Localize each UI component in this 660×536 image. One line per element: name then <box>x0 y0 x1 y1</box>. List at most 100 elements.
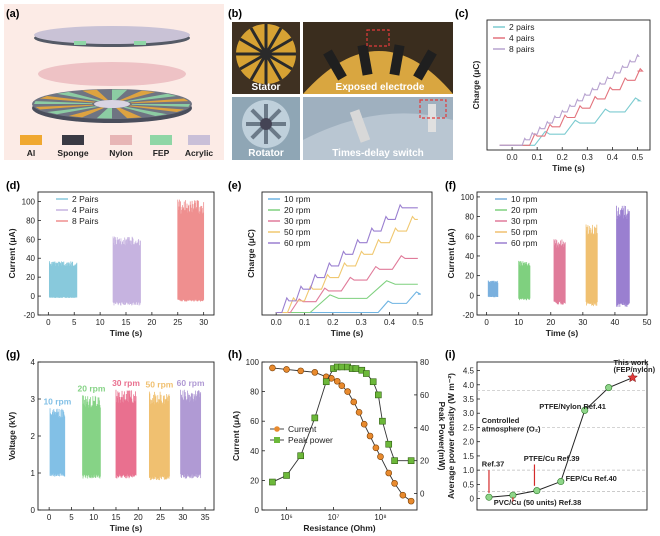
y-tick-label: 2.5 <box>463 423 475 432</box>
rotator-top-disk <box>34 26 190 44</box>
switch-blade <box>349 109 371 143</box>
x-axis-label: Time (s) <box>110 523 143 533</box>
series-line-2-pairs <box>499 97 642 146</box>
y-tick-label: 100 <box>22 197 36 206</box>
stator-spoke <box>264 27 283 55</box>
legend-label-sponge: Sponge <box>57 148 88 158</box>
stator-segment <box>126 93 177 102</box>
y-axis-label: Charge (μC) <box>471 61 481 110</box>
data-point <box>363 370 370 377</box>
signal-burst-20-rpm <box>82 395 101 479</box>
x-tick-label: 0.3 <box>356 318 368 327</box>
photo-exposed-electrode: Exposed electrode <box>303 22 453 94</box>
data-point <box>391 457 398 464</box>
y-tick-label: 100 <box>246 358 260 367</box>
annotation-label: (FEP/nylon) <box>613 365 655 374</box>
data-point <box>605 384 613 392</box>
x-tick-label: 0.2 <box>327 318 339 327</box>
photo-times-delay-switch: Times-delay switch <box>303 97 453 160</box>
annotation-label: This work <box>613 358 649 367</box>
photo-stator: Stator <box>232 22 300 94</box>
series-line-8-pairs <box>499 53 640 146</box>
x-tick-label: 0.0 <box>507 153 519 162</box>
y-axis-label: Average power density (W m⁻²) <box>446 373 456 499</box>
y-tick-label: 2.0 <box>463 438 475 447</box>
y-right-axis-label: Peak Power(mW) <box>437 402 447 471</box>
x-tick-label: 50 <box>643 318 652 327</box>
annotation-label: FEP/Cu Ref.40 <box>566 474 617 483</box>
stator-segment <box>112 89 128 101</box>
y-tick-label: 20 <box>26 273 35 282</box>
legend-label: Peak power <box>288 435 333 445</box>
signal-burst-30-rpm <box>115 389 137 479</box>
x-tick-label: 10⁶ <box>280 513 292 522</box>
y-tick-label: 1 <box>31 469 36 478</box>
data-point <box>372 444 380 452</box>
panel-g-label: (g) <box>6 349 20 361</box>
annotation-label: atmosphere (O₂) <box>482 425 541 434</box>
series-line-20-rpm <box>276 280 418 314</box>
signal-burst-2-pairs <box>48 261 78 298</box>
data-point <box>297 452 304 460</box>
stator-center-photo <box>261 49 271 59</box>
legend-label: Current <box>288 424 317 434</box>
panel-e-label: (e) <box>228 180 242 192</box>
panel-c-label: (c) <box>455 8 469 20</box>
x-tick-label: 0.4 <box>384 318 396 327</box>
legend-label: 10 rpm <box>511 194 537 204</box>
y-tick-label: 0 <box>31 506 36 515</box>
y-tick-label: 3.5 <box>463 395 475 404</box>
legend-label: 50 rpm <box>284 227 310 237</box>
y-tick-label: 40 <box>26 254 35 263</box>
y-right-tick-label: 40 <box>420 424 429 433</box>
photo-caption-stator: Stator <box>252 82 281 93</box>
x-tick-label: 20 <box>546 318 555 327</box>
x-tick-label: 10 <box>514 318 523 327</box>
data-point <box>283 366 290 373</box>
star-marker <box>627 371 639 383</box>
stator-segment <box>35 104 94 110</box>
x-tick-label: 5 <box>69 513 74 522</box>
panel-b: (b) Stator Exposed electrode Rotator <box>228 8 453 160</box>
x-tick-label: 10⁷ <box>328 513 340 522</box>
y-tick-label: 3.0 <box>463 409 475 418</box>
highlight-box <box>366 29 390 47</box>
y-tick-label: 60 <box>465 232 474 241</box>
signal-burst-10-rpm <box>487 280 499 298</box>
data-point <box>391 480 398 487</box>
nylon-layer <box>38 62 186 86</box>
data-point <box>581 406 589 414</box>
stator-segment <box>96 107 112 119</box>
x-axis-label: Time (s) <box>546 328 579 338</box>
y-tick-label: 60 <box>26 235 35 244</box>
x-tick-label: 5 <box>72 318 77 327</box>
data-point <box>369 378 377 386</box>
electrode-segment <box>323 49 347 81</box>
y-right-tick-label: 80 <box>420 358 429 367</box>
signal-burst-8-pairs <box>177 199 205 302</box>
legend-label: 30 rpm <box>511 216 537 226</box>
series-line-4-pairs <box>499 67 644 146</box>
annotation-label: Controlled <box>482 416 520 425</box>
x-tick-label: 0.5 <box>412 318 424 327</box>
data-point <box>377 453 384 461</box>
photo-caption-rotator: Rotator <box>248 148 284 159</box>
signal-burst-50-rpm <box>148 391 170 481</box>
x-tick-label: 0.1 <box>532 153 544 162</box>
y-axis-label: Current (μA) <box>446 228 456 278</box>
data-point <box>407 497 415 505</box>
stator-segment <box>119 90 156 101</box>
legend-label: 60 rpm <box>284 238 310 248</box>
legend-label-fep: FEP <box>153 148 170 158</box>
stator-hub <box>94 100 130 108</box>
stator-spoke <box>239 52 267 71</box>
data-point <box>533 487 541 495</box>
signal-burst-20-rpm <box>518 260 531 301</box>
signal-burst-60-rpm <box>616 205 630 307</box>
stator-electrode-segments <box>34 89 190 119</box>
signal-burst-60-rpm <box>180 389 202 479</box>
electrode-disk-photo <box>303 51 453 94</box>
x-tick-label: 20 <box>147 318 156 327</box>
data-point <box>407 457 415 464</box>
